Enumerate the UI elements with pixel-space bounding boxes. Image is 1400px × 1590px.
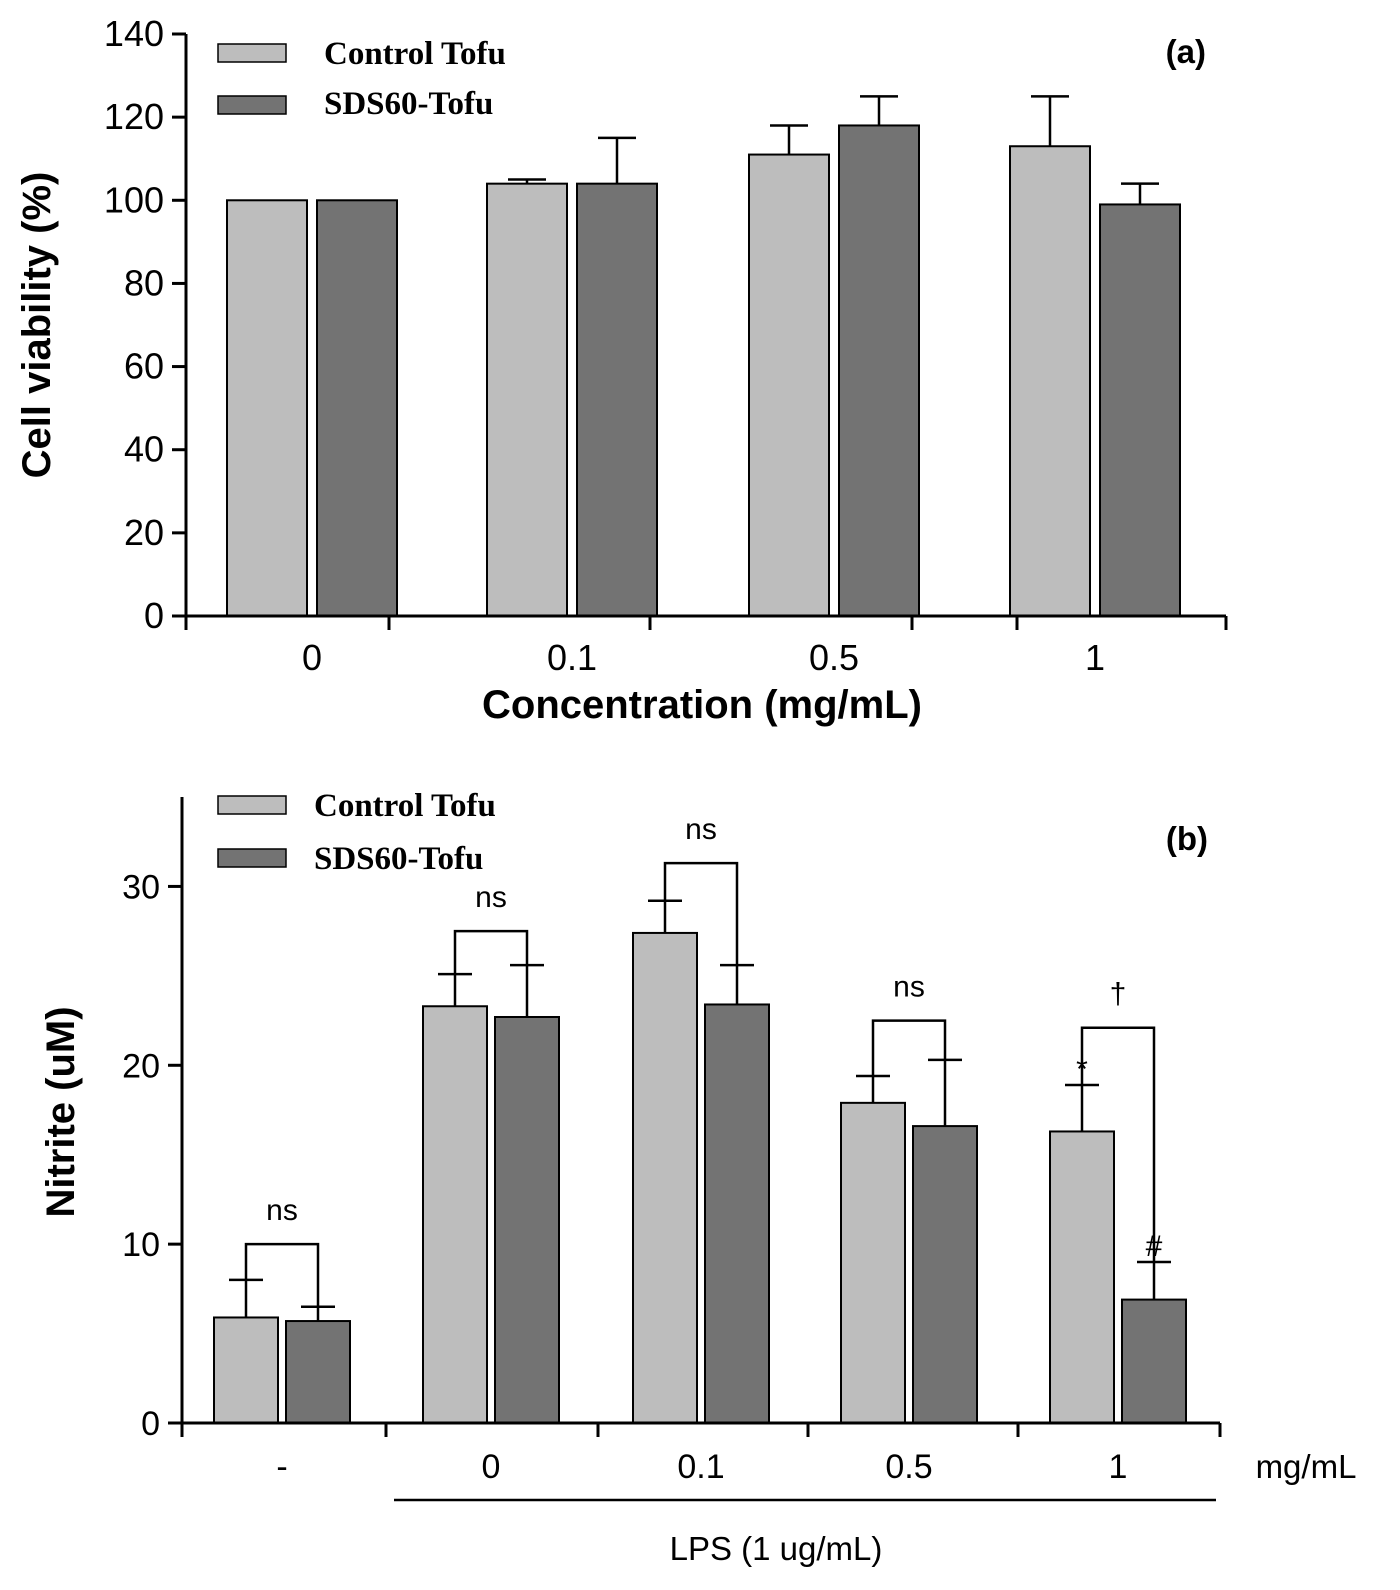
y-tick-label-40: 40: [124, 429, 164, 470]
panel-a-bars: [226, 124, 1181, 618]
x-tick-label-0: 0: [302, 637, 322, 678]
comparison-label-0-5: ns: [893, 971, 925, 1004]
panel-b-y-axis-title: Nitrite (uM): [39, 1006, 83, 1217]
y-tick-label-60: 60: [124, 346, 164, 387]
bar-sds60-tofu-0-1: [704, 1003, 770, 1425]
panel-b-group-label: LPS (1 ug/mL): [670, 1530, 883, 1567]
legend-label-control-tofu-b: Control Tofu: [314, 788, 496, 824]
x-tick-label-0-1: 0.1: [677, 1448, 724, 1486]
y-tick-label-120: 120: [104, 96, 164, 137]
panel-b-bars: [213, 931, 1187, 1425]
x-tick-label-0-1: 0.1: [547, 637, 597, 678]
bar-sds60-tofu-1: [1121, 1298, 1187, 1425]
panel-a-label: (a): [1166, 33, 1206, 70]
legend-swatch-sds60-tofu: [217, 95, 287, 115]
legend-swatch-control-tofu-b: [217, 795, 287, 815]
y-tick-label-100: 100: [104, 179, 164, 220]
y-tick-label-0: 0: [141, 1405, 160, 1443]
legend-label-control-tofu: Control Tofu: [324, 36, 506, 72]
panel-b-x-ticks: - 0 0.1 0.5 1: [180, 1423, 1222, 1486]
comparison-bracket-1: [1080, 1026, 1156, 1263]
comparison-bracket-0-5: [871, 1019, 947, 1077]
bar-sds60-tofu-0-5: [838, 124, 920, 617]
panel-a-x-ticks: 0 0.1 0.5 1: [184, 616, 1228, 678]
y-tick-label-20: 20: [124, 512, 164, 553]
panel-a-error-bars: [508, 95, 1159, 205]
legend-label-sds60-tofu-b: SDS60-Tofu: [314, 841, 483, 877]
comparison-bracket-0: [453, 929, 529, 975]
panel-b-comparison-brackets: ns ns ns ns †: [244, 813, 1156, 1307]
legend-swatch-sds60-tofu-b: [217, 848, 287, 868]
panel-b-label: (b): [1166, 820, 1208, 857]
panel-b-y-ticks: 0 10 20 30: [122, 868, 182, 1443]
x-tick-label-0-5: 0.5: [885, 1448, 932, 1486]
panel-b-x-unit: mg/mL: [1256, 1448, 1357, 1485]
bar-control-tofu-0-1: [486, 182, 568, 618]
bar-control-tofu-1: [1009, 145, 1091, 617]
legend-label-sds60-tofu: SDS60-Tofu: [324, 86, 493, 122]
bar-control-tofu-0-5: [840, 1101, 906, 1424]
comparison-label-1: †: [1110, 978, 1127, 1011]
bar-control-tofu-1: [1049, 1130, 1115, 1425]
y-tick-label-30: 30: [122, 868, 160, 906]
legend-swatch-control-tofu: [217, 43, 287, 63]
panel-a-y-axis-title: Cell viability (%): [15, 172, 59, 479]
y-tick-label-140: 140: [104, 13, 164, 54]
panel-a-y-ticks: 0 20 40 60 80 100 120 140: [104, 13, 186, 636]
comparison-label-0: ns: [475, 881, 507, 914]
y-tick-label-80: 80: [124, 262, 164, 303]
bar-sds60-tofu-1: [1099, 203, 1181, 617]
x-tick-label-0: 0: [482, 1448, 501, 1486]
significance-marker-hash: #: [1146, 1230, 1163, 1263]
x-tick-label-0-5: 0.5: [809, 637, 859, 678]
comparison-bracket-0-1: [663, 861, 739, 966]
panel-b-significance-markers: *#: [1076, 1053, 1163, 1263]
comparison-label-0-1: ns: [685, 813, 717, 846]
bar-sds60-tofu-none: [285, 1320, 351, 1424]
panel-a-x-axis-title: Concentration (mg/mL): [482, 683, 922, 727]
y-tick-label-0: 0: [144, 595, 164, 636]
bar-control-tofu-0-1: [632, 931, 698, 1425]
bar-control-tofu-0: [422, 1005, 488, 1425]
x-tick-label-1: 1: [1109, 1448, 1128, 1486]
y-tick-label-20: 20: [122, 1047, 160, 1085]
bar-sds60-tofu-0: [316, 199, 398, 618]
panel-a: 0 20 40 60 80 100 120 140 0 0.1 0.5 1 Concentratio…: [15, 13, 1228, 727]
comparison-bracket-none: [244, 1242, 320, 1307]
bar-sds60-tofu-0-5: [912, 1125, 978, 1425]
y-tick-label-10: 10: [122, 1226, 160, 1264]
comparison-label-none: ns: [266, 1194, 298, 1227]
x-tick-label-1: 1: [1085, 637, 1105, 678]
bar-sds60-tofu-0-1: [576, 182, 658, 618]
panel-a-legend: Control Tofu SDS60-Tofu: [217, 36, 506, 122]
bar-control-tofu-none: [213, 1316, 279, 1424]
bar-control-tofu-0-5: [748, 153, 830, 618]
panel-b-legend: Control Tofu SDS60-Tofu: [217, 788, 496, 877]
significance-marker-asterisk: *: [1076, 1053, 1088, 1086]
bar-sds60-tofu-0: [494, 1015, 560, 1424]
x-tick-label-none: -: [276, 1448, 287, 1486]
panel-b-error-bars: [229, 899, 1171, 1322]
bar-control-tofu-0: [226, 199, 308, 618]
